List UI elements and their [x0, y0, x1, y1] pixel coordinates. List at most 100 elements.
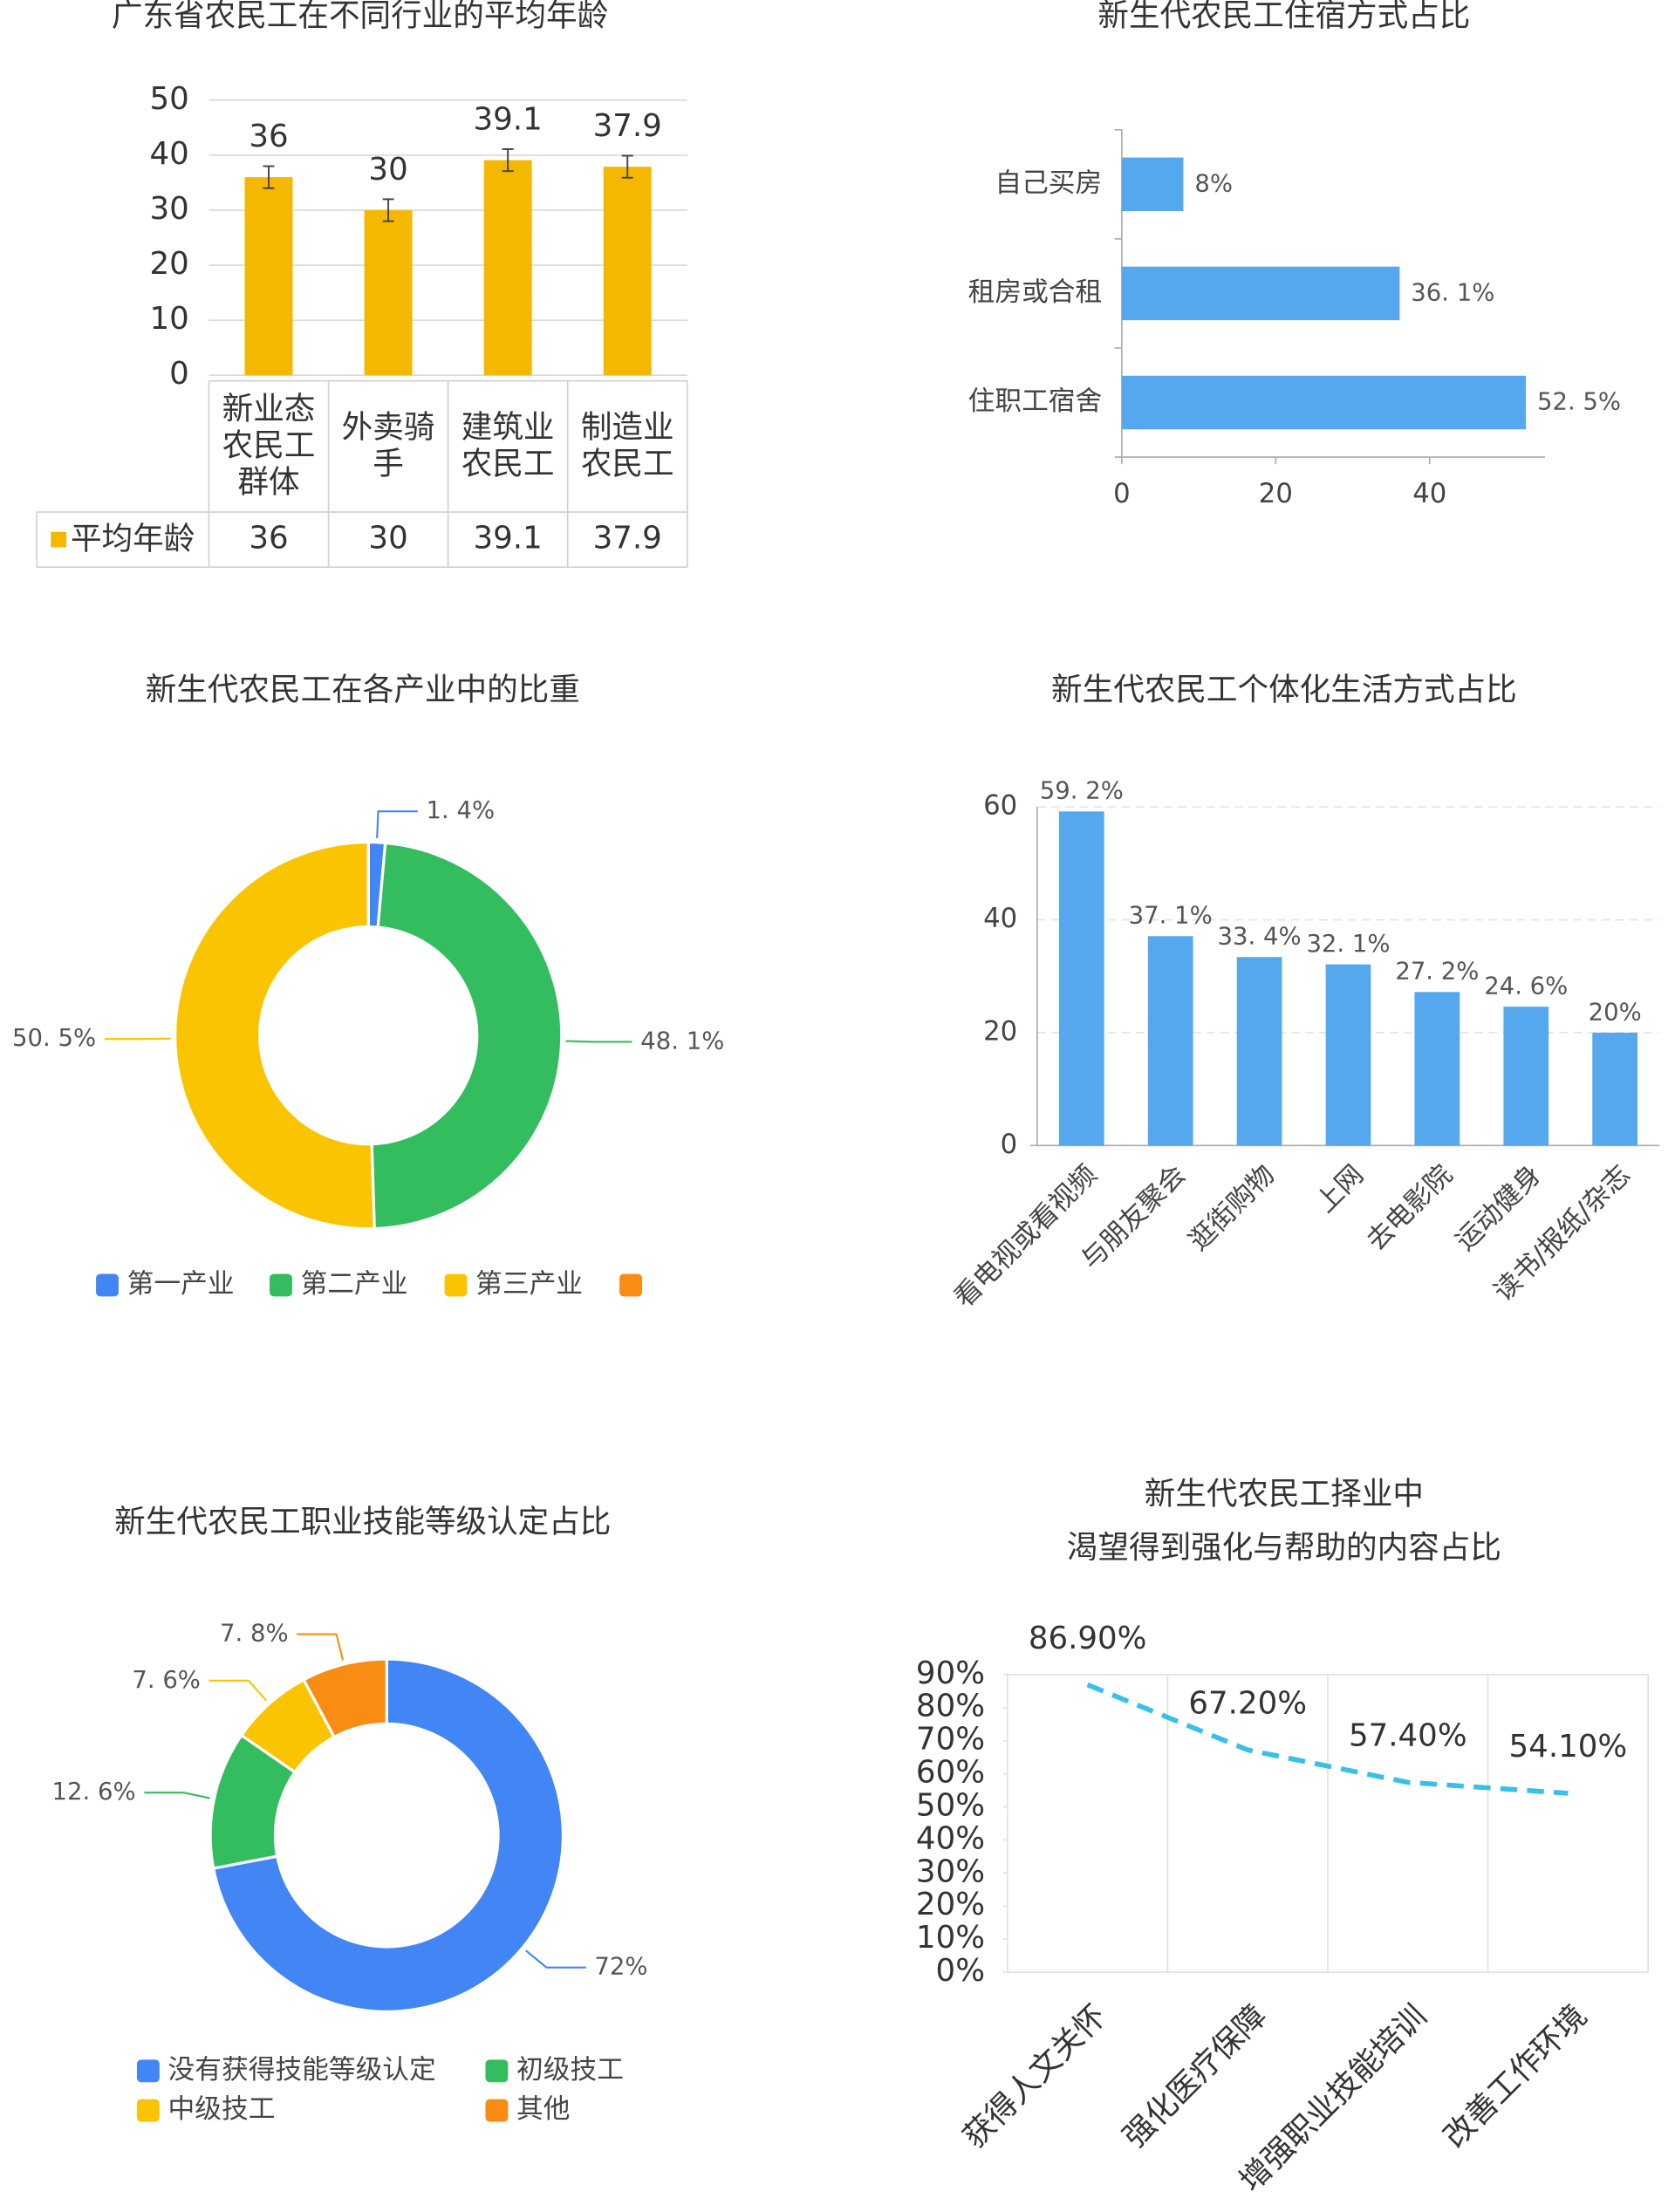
data-label: 8% [1194, 169, 1233, 197]
data-label: 20% [1589, 998, 1642, 1026]
line-series [1086, 1682, 1569, 1796]
bar [603, 167, 652, 376]
legend-label: 其他 [516, 2093, 570, 2125]
x-tick-label: 上网 [1309, 1159, 1370, 1219]
data-label: 32. 1% [1306, 930, 1390, 958]
legend-swatch [136, 2059, 160, 2083]
data-label: 7. 6% [132, 1666, 201, 1694]
data-label: 37.9 [593, 108, 662, 144]
data-label: 67.20% [1188, 1685, 1307, 1721]
leader-line [565, 1040, 632, 1043]
legend-swatch [444, 1273, 468, 1297]
y-tick-label: 40 [150, 136, 189, 172]
x-tick-label: 逛街购物 [1183, 1159, 1281, 1257]
bar [1121, 266, 1400, 321]
x-category-label: 新业态农民工群体 [222, 391, 316, 501]
data-label: 39.1 [474, 102, 543, 138]
pie-slice [301, 1657, 388, 1739]
y-tick-label: 自己买房 [995, 167, 1102, 199]
data-label: 12. 6% [52, 1778, 136, 1806]
data-label: 86.90% [1029, 1621, 1147, 1656]
leader-line [297, 1633, 345, 1661]
x-tick-label: 强化医疗保障 [1117, 1998, 1274, 2155]
pie-slice [174, 840, 376, 1231]
legend-swatch [619, 1273, 642, 1297]
data-label: 27. 2% [1395, 958, 1479, 986]
chart-title: 新生代农民工在各产业中的比重 [146, 672, 580, 708]
data-label: 30 [368, 152, 407, 188]
error-bar [621, 154, 633, 179]
legend-swatch [485, 2099, 509, 2122]
legend-swatch [51, 531, 67, 548]
y-tick-label: 20 [983, 1015, 1017, 1047]
data-label: 54.10% [1509, 1729, 1628, 1765]
legend-label: 第二产业 [301, 1268, 408, 1300]
data-label: 59. 2% [1040, 777, 1124, 805]
y-tick-label: 10 [150, 301, 189, 337]
bar [244, 177, 293, 376]
data-label: 37. 1% [1129, 902, 1213, 930]
legend-label: 没有获得技能等级认定 [168, 2054, 436, 2086]
table-cell: 建筑业农民工 [461, 409, 555, 482]
bar [364, 209, 413, 376]
bar [1414, 992, 1460, 1146]
legend-label: 初级技工 [516, 2054, 624, 2086]
y-tick-label: 住职工宿舍 [968, 386, 1103, 417]
y-tick-label: 0 [1001, 1129, 1018, 1160]
data-label: 52. 5% [1537, 387, 1621, 415]
table-cell: 外卖骑手 [341, 409, 435, 482]
data-label: 33. 4% [1218, 923, 1302, 951]
leader-line [209, 1679, 268, 1702]
y-tick-label: 30 [150, 191, 189, 227]
data-label: 48. 1% [640, 1027, 724, 1055]
y-tick-label: 50 [150, 81, 189, 117]
y-tick-label: 80% [916, 1689, 985, 1724]
bar [1147, 936, 1193, 1146]
legend-label: 中级技工 [168, 2093, 276, 2125]
y-tick-label: 70% [916, 1722, 985, 1758]
legend-swatch [485, 2059, 509, 2083]
pie-slice [370, 841, 564, 1231]
x-category-label: 制造业农民工 [580, 409, 674, 482]
bar [1121, 157, 1184, 212]
pie-slice [211, 1657, 565, 2013]
x-tick-label: 改善工作环境 [1437, 1998, 1594, 2155]
x-category-label: 外卖骑手 [341, 409, 435, 482]
bar [1236, 957, 1282, 1146]
y-tick-label: 租房或合租 [968, 276, 1103, 308]
table-value: 37.9 [593, 521, 662, 556]
bar [1503, 1007, 1549, 1146]
y-tick-label: 20% [916, 1887, 985, 1922]
y-tick-label: 40% [916, 1820, 985, 1856]
data-label: 1. 4% [427, 796, 496, 824]
bar [1592, 1032, 1638, 1146]
error-bar [263, 165, 275, 189]
x-tick-label: 0 [1113, 478, 1131, 509]
chart-title: 新生代农民工个体化生活方式占比 [1051, 672, 1517, 708]
y-tick-label: 60% [916, 1755, 985, 1791]
table-value: 39.1 [474, 521, 543, 556]
data-label: 24. 6% [1484, 972, 1568, 1000]
y-tick-label: 40 [983, 903, 1017, 934]
x-tick-label: 20 [1259, 478, 1293, 509]
x-tick-label: 获得人文关怀 [956, 1998, 1113, 2155]
x-tick-label: 看电视或看视频 [948, 1159, 1104, 1314]
leader-line [376, 810, 418, 838]
y-tick-label: 90% [916, 1656, 985, 1691]
x-tick-label: 去电影院 [1361, 1159, 1459, 1257]
table-cell: 制造业农民工 [580, 409, 674, 482]
bar [483, 160, 532, 376]
x-tick-label: 40 [1412, 478, 1446, 509]
legend-label: 第一产业 [127, 1268, 235, 1300]
chart-title: 渴望得到强化与帮助的内容占比 [1067, 1530, 1501, 1566]
table-value: 36 [249, 521, 288, 556]
y-tick-label: 10% [916, 1920, 985, 1956]
data-label: 7. 8% [220, 1620, 289, 1648]
error-bar [502, 147, 514, 173]
y-tick-label: 20 [150, 246, 189, 282]
x-category-label: 建筑业农民工 [461, 409, 555, 482]
leader-line [525, 1949, 586, 1969]
bar [1058, 811, 1104, 1146]
